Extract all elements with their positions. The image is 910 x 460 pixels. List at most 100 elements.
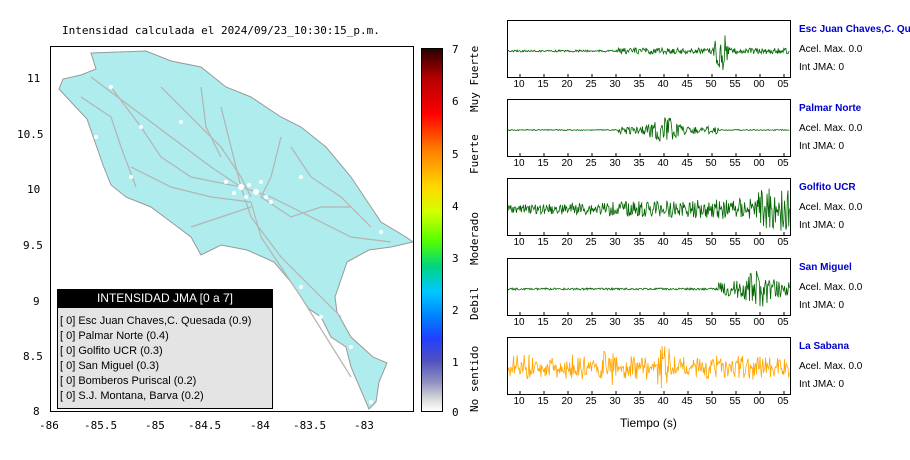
time-tick-label: 20 xyxy=(561,79,573,90)
station-name: Palmar Norte xyxy=(799,103,862,114)
map-title: Intensidad calculada el 2024/09/23_10:30… xyxy=(62,24,380,37)
station-acel: Acel. Max. 0.0 xyxy=(799,44,863,55)
time-tick-label: 05 xyxy=(777,237,789,248)
y-tick: 8 xyxy=(33,405,40,418)
time-tick-label: 00 xyxy=(753,158,765,169)
time-tick-label: 50 xyxy=(705,396,717,407)
seismogram-trace xyxy=(507,345,790,394)
time-tick-label: 20 xyxy=(561,317,573,328)
station-acel: Acel. Max. 0.0 xyxy=(799,123,863,134)
y-tick: 8.5 xyxy=(23,350,43,363)
time-tick-label: 40 xyxy=(657,396,669,407)
time-tick-label: 15 xyxy=(537,158,549,169)
time-axis-label: Tiempo (s) xyxy=(620,416,677,430)
time-tick-label: 15 xyxy=(537,237,549,248)
colorbar-label: Moderado xyxy=(468,212,481,265)
seismogram-panel xyxy=(507,337,791,395)
waveform-line xyxy=(507,188,790,231)
x-tick: -86 xyxy=(39,419,59,432)
seismogram-trace xyxy=(507,270,790,315)
colorbar-tick: 6 xyxy=(452,95,459,108)
time-tick-label: 05 xyxy=(777,79,789,90)
time-tick-label: 40 xyxy=(657,237,669,248)
seismogram-panel xyxy=(507,99,791,157)
colorbar-tick: 1 xyxy=(452,356,459,369)
station-acel: Acel. Max. 0.0 xyxy=(799,361,863,372)
colorbar-label: No sentido xyxy=(468,345,481,412)
time-tick-label: 55 xyxy=(729,317,741,328)
station-name: San Miguel xyxy=(799,262,852,273)
time-tick-label: 50 xyxy=(705,79,717,90)
time-tick-label: 40 xyxy=(657,317,669,328)
legend-title: INTENSIDAD JMA [0 a 7] xyxy=(57,289,273,308)
time-tick-label: 45 xyxy=(681,79,693,90)
y-tick: 9 xyxy=(33,295,40,308)
time-tick-label: 20 xyxy=(561,396,573,407)
time-tick-label: 45 xyxy=(681,158,693,169)
road-network xyxy=(80,76,392,378)
waveform-line xyxy=(507,345,790,389)
x-tick: -85 xyxy=(145,419,165,432)
costa-rica-land xyxy=(58,50,415,410)
station-jma: Int JMA: 0 xyxy=(799,62,845,73)
colorbar-label: Fuerte xyxy=(468,134,481,174)
time-tick-label: 25 xyxy=(585,237,597,248)
time-axis: 10 15 20 25 30 35 40 45 50 55 00 05 xyxy=(507,237,789,249)
time-tick-label: 50 xyxy=(705,317,717,328)
station-jma: Int JMA: 0 xyxy=(799,379,845,390)
x-tick: -83.5 xyxy=(293,419,327,432)
time-tick-label: 20 xyxy=(561,158,573,169)
seismogram-trace xyxy=(507,35,790,77)
time-tick-label: 10 xyxy=(513,158,525,169)
colorbar-tick: 2 xyxy=(452,304,459,317)
time-tick-label: 55 xyxy=(729,396,741,407)
time-tick-label: 25 xyxy=(585,158,597,169)
station-jma: Int JMA: 0 xyxy=(799,141,845,152)
time-tick-label: 35 xyxy=(633,158,645,169)
seismogram-panel xyxy=(507,258,791,316)
time-tick-label: 30 xyxy=(609,317,621,328)
legend-item: [ 0] Bomberos Puriscal (0.2) xyxy=(60,375,197,387)
time-tick-label: 45 xyxy=(681,237,693,248)
x-tick: -84.5 xyxy=(188,419,222,432)
time-tick-label: 45 xyxy=(681,396,693,407)
time-tick-label: 35 xyxy=(633,396,645,407)
time-tick-label: 25 xyxy=(585,396,597,407)
time-tick-label: 50 xyxy=(705,158,717,169)
time-tick-label: 55 xyxy=(729,158,741,169)
legend-item: [ 0] Palmar Norte (0.4) xyxy=(60,330,169,342)
time-tick-label: 40 xyxy=(657,158,669,169)
time-tick-label: 00 xyxy=(753,79,765,90)
colorbar-tick: 7 xyxy=(452,43,459,56)
station-name: Esc Juan Chaves,C. Quesada xyxy=(799,24,910,35)
x-tick: -83 xyxy=(354,419,374,432)
waveform-line xyxy=(507,35,790,71)
station-name: Golfito UCR xyxy=(799,182,856,193)
seismogram-trace xyxy=(507,188,790,235)
legend-item: [ 0] Golfito UCR (0.3) xyxy=(60,345,163,357)
station-acel: Acel. Max. 0.0 xyxy=(799,282,863,293)
time-tick-label: 30 xyxy=(609,396,621,407)
time-tick-label: 00 xyxy=(753,237,765,248)
time-tick-label: 30 xyxy=(609,158,621,169)
time-tick-label: 30 xyxy=(609,79,621,90)
time-axis: 10 15 20 25 30 35 40 45 50 55 00 05 xyxy=(507,79,789,91)
colorbar-tick: 0 xyxy=(452,406,459,419)
station-jma: Int JMA: 0 xyxy=(799,220,845,231)
time-tick-label: 15 xyxy=(537,79,549,90)
time-tick-label: 00 xyxy=(753,317,765,328)
station-name: La Sabana xyxy=(799,341,850,352)
seismogram-panel xyxy=(507,20,791,78)
time-axis: 10 15 20 25 30 35 40 45 50 55 00 05 xyxy=(507,396,789,408)
time-tick-label: 25 xyxy=(585,317,597,328)
legend-item: [ 0] S.J. Montana, Barva (0.2) xyxy=(60,390,204,402)
time-tick-label: 25 xyxy=(585,79,597,90)
time-tick-label: 20 xyxy=(561,237,573,248)
time-tick-label: 50 xyxy=(705,237,717,248)
colorbar-label: Debil xyxy=(468,286,481,320)
time-tick-label: 45 xyxy=(681,317,693,328)
station-jma: Int JMA: 0 xyxy=(799,300,845,311)
colorbar-tick: 5 xyxy=(452,148,459,161)
time-tick-label: 40 xyxy=(657,79,669,90)
time-tick-label: 30 xyxy=(609,237,621,248)
